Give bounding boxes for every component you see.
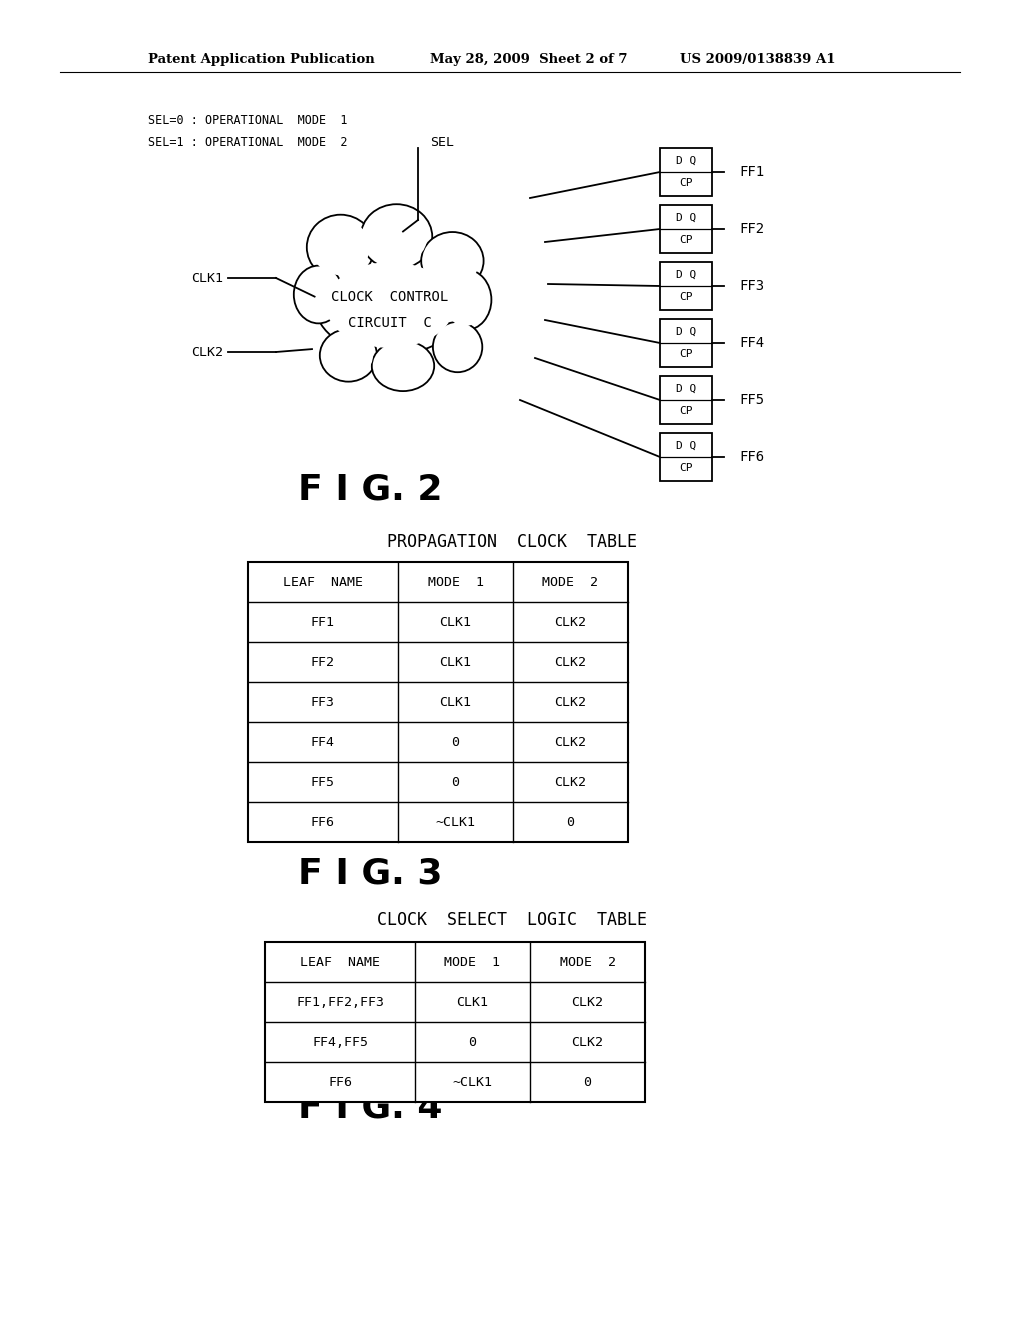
Text: CP: CP bbox=[679, 235, 693, 246]
Text: CP: CP bbox=[679, 178, 693, 187]
Ellipse shape bbox=[307, 215, 375, 280]
Text: CLK2: CLK2 bbox=[555, 615, 587, 628]
Text: CIRCUIT  C: CIRCUIT C bbox=[348, 315, 432, 330]
Text: D Q: D Q bbox=[676, 213, 696, 223]
Bar bbox=[248, 562, 628, 842]
Text: FF1: FF1 bbox=[739, 165, 764, 180]
Text: CLK2: CLK2 bbox=[555, 735, 587, 748]
Text: FF1: FF1 bbox=[311, 615, 335, 628]
Text: FF6: FF6 bbox=[328, 1076, 352, 1089]
Ellipse shape bbox=[315, 255, 465, 355]
Text: May 28, 2009  Sheet 2 of 7: May 28, 2009 Sheet 2 of 7 bbox=[430, 54, 628, 66]
Text: FF6: FF6 bbox=[739, 450, 764, 465]
Text: MODE  1: MODE 1 bbox=[427, 576, 483, 589]
Text: CLK1: CLK1 bbox=[439, 615, 471, 628]
Text: MODE  2: MODE 2 bbox=[543, 576, 598, 589]
Ellipse shape bbox=[297, 269, 340, 319]
Ellipse shape bbox=[324, 333, 373, 378]
Text: F I G. 3: F I G. 3 bbox=[298, 857, 442, 891]
Ellipse shape bbox=[311, 219, 370, 276]
Ellipse shape bbox=[436, 325, 479, 368]
Text: FF4,FF5: FF4,FF5 bbox=[312, 1035, 368, 1048]
Text: MODE  1: MODE 1 bbox=[444, 956, 501, 969]
Text: CP: CP bbox=[679, 348, 693, 359]
Text: F I G. 2: F I G. 2 bbox=[298, 473, 442, 507]
Bar bbox=[660, 205, 712, 253]
Text: 0: 0 bbox=[566, 816, 574, 829]
Text: D Q: D Q bbox=[676, 441, 696, 451]
Ellipse shape bbox=[439, 269, 492, 330]
Ellipse shape bbox=[366, 209, 427, 265]
Ellipse shape bbox=[433, 322, 482, 372]
Text: CLK2: CLK2 bbox=[191, 346, 223, 359]
Text: CP: CP bbox=[679, 292, 693, 302]
Text: 0: 0 bbox=[584, 1076, 592, 1089]
Text: LEAF  NAME: LEAF NAME bbox=[283, 576, 362, 589]
Ellipse shape bbox=[426, 236, 479, 285]
Text: CP: CP bbox=[679, 407, 693, 416]
Bar bbox=[660, 376, 712, 424]
Text: D Q: D Q bbox=[676, 327, 696, 337]
Ellipse shape bbox=[294, 265, 343, 323]
Text: CLK2: CLK2 bbox=[555, 696, 587, 709]
Ellipse shape bbox=[443, 273, 487, 326]
Text: SEL=1 : OPERATIONAL  MODE  2: SEL=1 : OPERATIONAL MODE 2 bbox=[148, 136, 347, 149]
Ellipse shape bbox=[319, 329, 377, 381]
Text: CLK1: CLK1 bbox=[191, 272, 223, 285]
Text: FF1,FF2,FF3: FF1,FF2,FF3 bbox=[296, 995, 384, 1008]
Text: D Q: D Q bbox=[676, 156, 696, 166]
Text: 0: 0 bbox=[469, 1035, 476, 1048]
Text: LEAF  NAME: LEAF NAME bbox=[300, 956, 380, 969]
Text: 0: 0 bbox=[452, 735, 460, 748]
Text: ~CLK1: ~CLK1 bbox=[435, 816, 475, 829]
Ellipse shape bbox=[326, 263, 455, 348]
Text: FF5: FF5 bbox=[739, 393, 764, 407]
Bar bbox=[660, 319, 712, 367]
Text: FF3: FF3 bbox=[739, 279, 764, 293]
Text: MODE  2: MODE 2 bbox=[559, 956, 615, 969]
Text: CP: CP bbox=[679, 463, 693, 473]
Bar bbox=[660, 261, 712, 310]
Ellipse shape bbox=[376, 345, 430, 388]
Text: FF2: FF2 bbox=[739, 222, 764, 236]
Text: SEL=0 : OPERATIONAL  MODE  1: SEL=0 : OPERATIONAL MODE 1 bbox=[148, 114, 347, 127]
Text: D Q: D Q bbox=[676, 384, 696, 393]
Text: PROPAGATION  CLOCK  TABLE: PROPAGATION CLOCK TABLE bbox=[387, 533, 637, 550]
Text: FF4: FF4 bbox=[311, 735, 335, 748]
Text: FF2: FF2 bbox=[311, 656, 335, 668]
Text: 0: 0 bbox=[452, 776, 460, 788]
Text: FF6: FF6 bbox=[311, 816, 335, 829]
Text: US 2009/0138839 A1: US 2009/0138839 A1 bbox=[680, 54, 836, 66]
Bar bbox=[660, 433, 712, 480]
Text: CLK1: CLK1 bbox=[439, 656, 471, 668]
Text: F I G. 4: F I G. 4 bbox=[298, 1092, 442, 1125]
Text: ~CLK1: ~CLK1 bbox=[453, 1076, 493, 1089]
Text: CLK2: CLK2 bbox=[555, 776, 587, 788]
Ellipse shape bbox=[421, 232, 483, 290]
Text: CLK1: CLK1 bbox=[457, 995, 488, 1008]
Text: FF4: FF4 bbox=[739, 337, 764, 350]
Bar bbox=[265, 942, 645, 1102]
Text: CLOCK  CONTROL: CLOCK CONTROL bbox=[332, 290, 449, 304]
Text: D Q: D Q bbox=[676, 271, 696, 280]
Text: FF5: FF5 bbox=[311, 776, 335, 788]
Ellipse shape bbox=[372, 341, 434, 391]
Text: CLK2: CLK2 bbox=[571, 1035, 603, 1048]
Text: CLK2: CLK2 bbox=[555, 656, 587, 668]
Text: FF3: FF3 bbox=[311, 696, 335, 709]
Bar bbox=[660, 148, 712, 195]
Text: CLK1: CLK1 bbox=[439, 696, 471, 709]
Text: SEL: SEL bbox=[430, 136, 454, 149]
Text: CLK2: CLK2 bbox=[571, 995, 603, 1008]
Text: CLOCK  SELECT  LOGIC  TABLE: CLOCK SELECT LOGIC TABLE bbox=[377, 911, 647, 929]
Text: Patent Application Publication: Patent Application Publication bbox=[148, 54, 375, 66]
Ellipse shape bbox=[360, 205, 432, 269]
